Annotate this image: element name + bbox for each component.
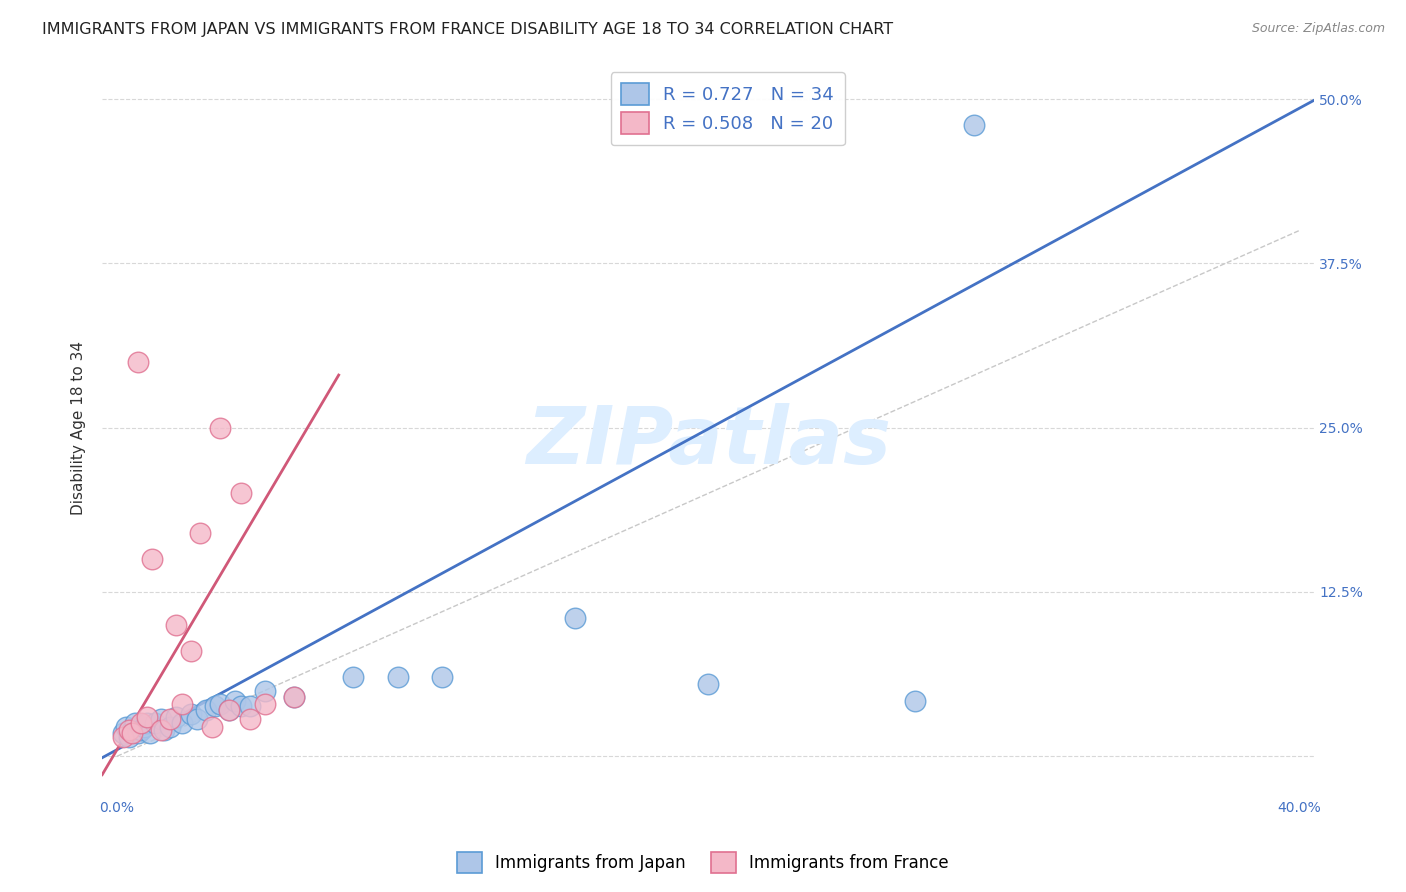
Point: [159, 720, 181, 734]
Text: ZIPatlas: ZIPatlas: [526, 403, 890, 482]
Point: [253, 697, 276, 711]
Point: [124, 716, 146, 731]
Point: [135, 710, 157, 724]
Point: [170, 697, 193, 711]
Point: [218, 703, 240, 717]
Point: [204, 699, 226, 714]
Point: [186, 713, 208, 727]
Point: [564, 611, 586, 625]
Point: [283, 690, 305, 705]
Point: [430, 670, 453, 684]
Text: Source: ZipAtlas.com: Source: ZipAtlas.com: [1251, 22, 1385, 36]
Point: [387, 670, 409, 684]
Point: [697, 677, 720, 691]
Point: [118, 723, 141, 737]
Point: [121, 725, 143, 739]
Point: [132, 720, 155, 734]
Point: [153, 723, 176, 737]
Point: [180, 644, 202, 658]
Point: [127, 725, 149, 739]
Point: [165, 617, 187, 632]
Point: [150, 713, 173, 727]
Point: [200, 720, 222, 734]
Point: [180, 707, 202, 722]
Point: [141, 552, 163, 566]
Point: [209, 697, 232, 711]
Point: [231, 486, 253, 500]
Point: [129, 723, 152, 737]
Point: [209, 420, 232, 434]
Point: [224, 694, 246, 708]
Point: [159, 713, 181, 727]
Point: [165, 710, 187, 724]
Point: [129, 716, 152, 731]
Point: [218, 703, 240, 717]
Point: [342, 670, 364, 684]
Point: [121, 723, 143, 737]
Point: [188, 525, 211, 540]
Legend: R = 0.727   N = 34, R = 0.508   N = 20: R = 0.727 N = 34, R = 0.508 N = 20: [610, 72, 845, 145]
Point: [138, 725, 160, 739]
Point: [118, 730, 141, 744]
Y-axis label: Disability Age 18 to 34: Disability Age 18 to 34: [72, 341, 86, 515]
Point: [253, 683, 276, 698]
Point: [283, 690, 305, 705]
Point: [239, 699, 262, 714]
Point: [904, 694, 927, 708]
Legend: Immigrants from Japan, Immigrants from France: Immigrants from Japan, Immigrants from F…: [450, 846, 956, 880]
Point: [127, 355, 149, 369]
Point: [963, 118, 986, 132]
Point: [111, 730, 134, 744]
Point: [115, 720, 138, 734]
Point: [231, 699, 253, 714]
Point: [111, 725, 134, 739]
Point: [135, 716, 157, 731]
Point: [170, 716, 193, 731]
Text: IMMIGRANTS FROM JAPAN VS IMMIGRANTS FROM FRANCE DISABILITY AGE 18 TO 34 CORRELAT: IMMIGRANTS FROM JAPAN VS IMMIGRANTS FROM…: [42, 22, 893, 37]
Point: [145, 716, 167, 731]
Point: [150, 723, 173, 737]
Point: [194, 703, 217, 717]
Point: [239, 713, 262, 727]
